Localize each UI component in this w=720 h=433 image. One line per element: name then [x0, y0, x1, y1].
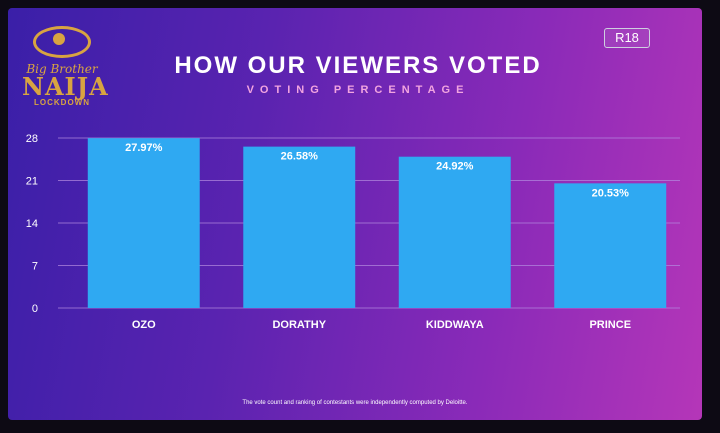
- y-tick-label: 7: [32, 261, 38, 273]
- y-tick-label: 28: [26, 133, 38, 145]
- bar-dorathy: [243, 146, 356, 308]
- footnote: The vote count and ranking of contestant…: [242, 400, 468, 406]
- data-label: 26.58%: [281, 151, 319, 163]
- y-tick-label: 0: [32, 303, 38, 315]
- logo-line-1: Big Brother: [26, 62, 98, 76]
- category-label: KIDDWAYA: [426, 319, 484, 331]
- bar-prince: [554, 183, 667, 308]
- data-label: 24.92%: [436, 161, 474, 173]
- age-rating-badge: R18: [604, 28, 650, 48]
- category-label: DORATHY: [272, 319, 326, 331]
- logo-line-3: LOCKDOWN: [34, 98, 90, 107]
- data-label: 27.97%: [125, 142, 163, 154]
- data-label: 20.53%: [592, 187, 630, 199]
- chart-title: HOW OUR VIEWERS VOTED: [174, 52, 542, 79]
- eye-icon: [33, 26, 91, 58]
- bar-chart: 0 7 14 21 28 27.97% OZO 26.58% DORATHY 24.92% KIDD…: [26, 133, 680, 331]
- bar-ozo: [87, 138, 200, 308]
- category-label: OZO: [132, 319, 156, 331]
- tv-screen: Big Brother NAIJA LOCKDOWN HOW OUR VIEWE…: [8, 8, 702, 420]
- chart-subtitle: VOTING PERCENTAGE: [246, 84, 470, 96]
- category-label: PRINCE: [589, 319, 631, 331]
- y-tick-label: 21: [26, 176, 38, 188]
- bar-kiddwaya: [398, 156, 511, 308]
- big-brother-naija-logo: Big Brother NAIJA LOCKDOWN: [22, 26, 109, 118]
- logo-line-2: NAIJA: [22, 72, 109, 101]
- y-tick-label: 14: [26, 218, 38, 230]
